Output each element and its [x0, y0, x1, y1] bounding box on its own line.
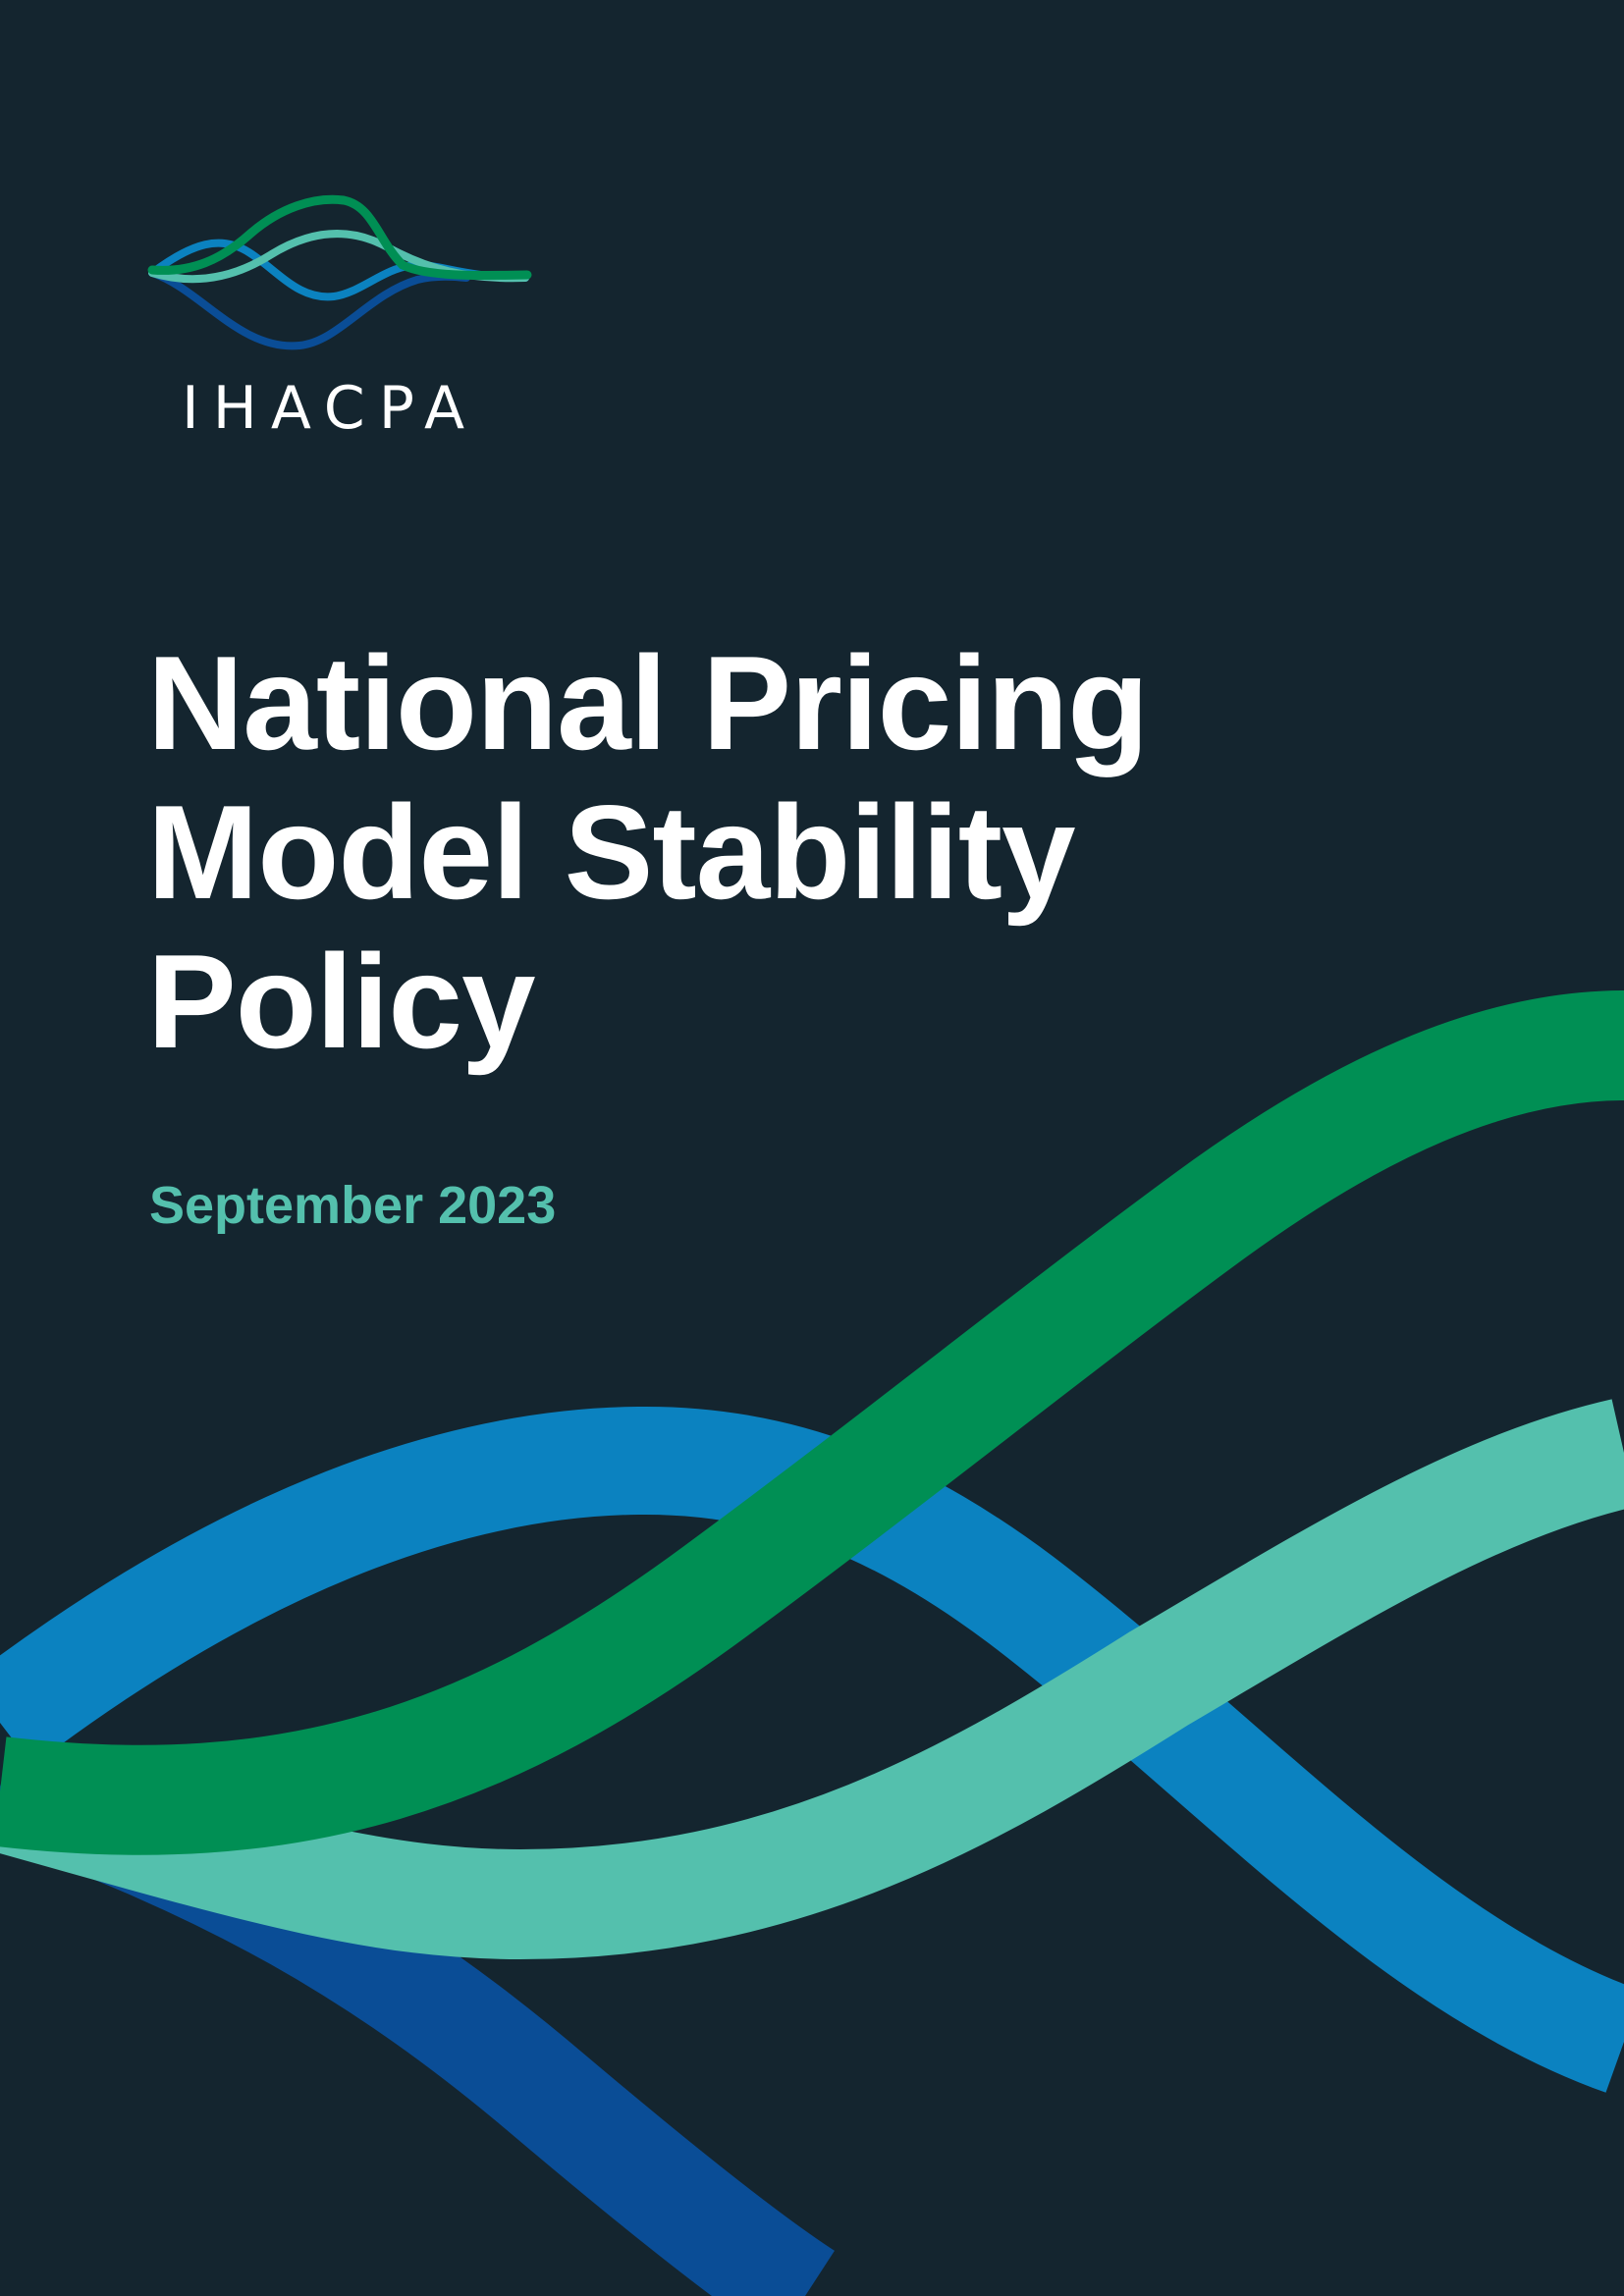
title-line: Policy	[147, 927, 536, 1076]
publication-date: September 2023	[149, 1176, 557, 1235]
teal-wave	[0, 1399, 1624, 1960]
document-title: National Pricing Model Stability Policy	[147, 628, 1227, 1076]
logo-waves-icon	[147, 194, 532, 350]
green-wave	[0, 990, 1624, 1855]
title-line: National Pricing	[147, 628, 1149, 777]
logo-wordmark: IHACPA	[182, 374, 479, 443]
title-line: Model Stability	[147, 777, 1076, 927]
ihacpa-logo: IHACPA	[142, 187, 535, 452]
